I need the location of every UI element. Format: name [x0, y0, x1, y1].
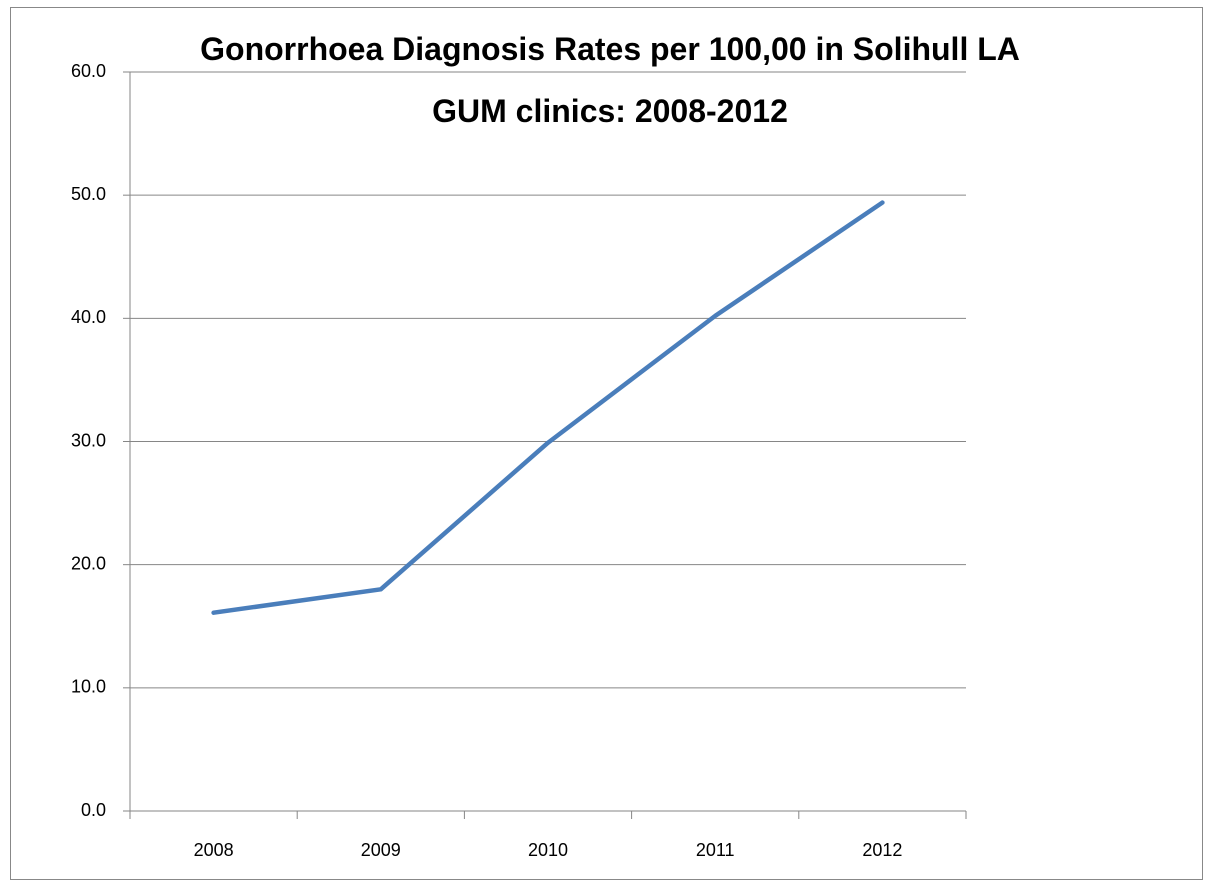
x-tick-label: 2009 [361, 840, 401, 860]
chart-border [10, 7, 1203, 880]
y-tick-label: 30.0 [71, 430, 106, 450]
y-tick-label: 50.0 [71, 184, 106, 204]
y-tick-label: 10.0 [71, 677, 106, 697]
x-tick-label: 2010 [528, 840, 568, 860]
chart-title: Gonorrhoea Diagnosis Rates per 100,00 in… [200, 31, 1020, 129]
x-tick-label: 2011 [696, 840, 735, 860]
y-tick-label: 0.0 [81, 800, 106, 820]
y-tick-label: 20.0 [71, 553, 106, 573]
y-tick-label: 40.0 [71, 307, 106, 327]
x-tick-label: 2008 [194, 840, 234, 860]
y-tick-label: 60.0 [71, 61, 106, 81]
x-tick-label: 2012 [862, 840, 902, 860]
data-line [211, 200, 885, 615]
